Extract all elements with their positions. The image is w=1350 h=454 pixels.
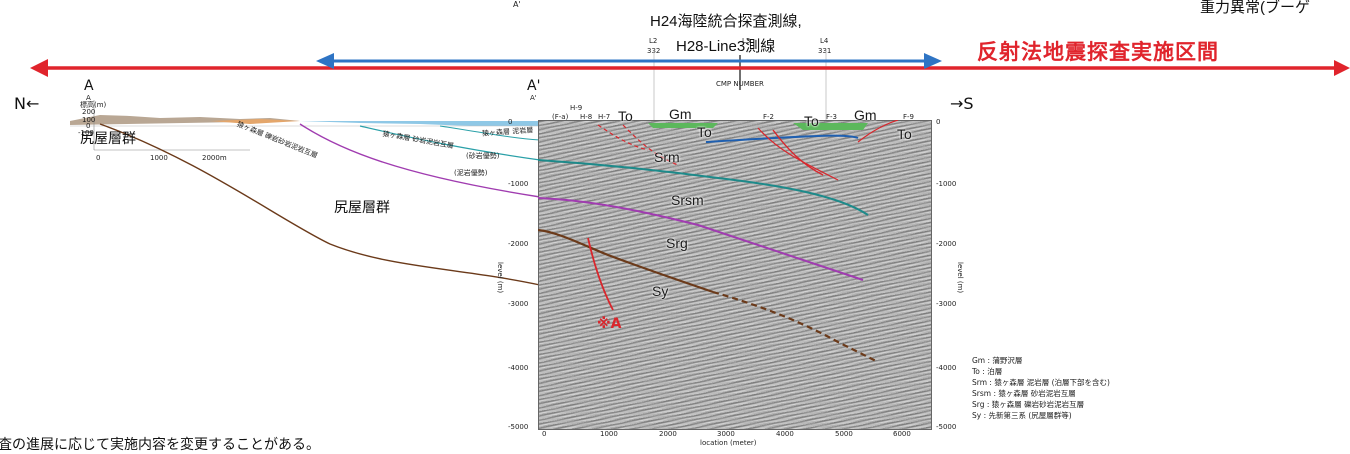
- point-a-sub: A: [86, 94, 91, 102]
- fault-tag-f3: F-3: [826, 113, 838, 121]
- layer-to-3: To: [804, 113, 819, 129]
- l3-marker: L3: [742, 37, 751, 45]
- layer-gm-1: Gm: [669, 106, 692, 122]
- footer-note: 査の進展に応じて実施内容を変更することがある。: [0, 437, 320, 453]
- note-sand-dominant: (砂岩優勢): [466, 152, 500, 160]
- x-tick-3000: 3000: [717, 430, 735, 438]
- fault-tag-h7: H-7: [598, 113, 611, 121]
- depth-tick-left-1000: -1000: [508, 180, 529, 188]
- fault-tag-h9: H-9: [570, 104, 583, 112]
- depth-axis-label-left: level (m): [496, 262, 504, 294]
- layer-to-1: To: [618, 108, 633, 124]
- shiriya-group-label-lower: 尻屋層群: [334, 200, 390, 216]
- x-tick-1000: 1000: [600, 430, 618, 438]
- cmp-number-label: CMP NUMBER: [716, 80, 764, 88]
- depth-tick-1000: -1000: [936, 180, 957, 188]
- legend: Gm : 蒲野沢層 To : 泊層 Srm : 猿ヶ森層 泥岩層 (泊層下部を含…: [972, 355, 1110, 421]
- depth-tick-3000: -3000: [936, 300, 957, 308]
- seismic-interpretation: [538, 120, 899, 363]
- south-marker: →S: [950, 94, 974, 113]
- layer-to-4: To: [897, 126, 912, 142]
- x-tick-4000: 4000: [776, 430, 794, 438]
- point-a-prime-sub: A': [530, 94, 537, 102]
- layer-srsm: Srsm: [671, 192, 704, 208]
- x-tick-0: 0: [542, 430, 547, 438]
- legend-srsm: Srsm : 猿ヶ森層 砂岩泥岩互層: [972, 389, 1076, 398]
- elev-tick-100: 100: [82, 116, 96, 124]
- shiriya-group-label-upper: 尻屋層群: [80, 131, 136, 147]
- depth-tick-left-0: 0: [508, 118, 513, 126]
- layer-to-2: To: [697, 124, 712, 140]
- fault-tag-f9: F-9: [903, 113, 915, 121]
- elevation-axis-label: 標高(m): [80, 101, 107, 109]
- note-mud-dominant: (泥岩優勢): [454, 169, 488, 177]
- layer-gm-2: Gm: [854, 107, 877, 123]
- layer-sy: Sy: [652, 283, 669, 299]
- elev-tick-minus100: -100: [78, 129, 94, 137]
- layer-srg: Srg: [666, 235, 688, 251]
- depth-tick-4000: -4000: [936, 364, 957, 372]
- layer-srm: Srm: [654, 149, 680, 165]
- legend-to: To : 泊層: [972, 367, 1003, 376]
- survey-line-title-1: H24海陸統合探査測線,: [650, 13, 802, 30]
- depth-tick-left-2000: -2000: [508, 240, 529, 248]
- l4-marker: L4: [820, 37, 829, 45]
- depth-tick-5000: -5000: [936, 423, 957, 431]
- scale-1000: 1000: [150, 154, 168, 162]
- scale-0: 0: [96, 154, 101, 162]
- x-axis-label: location (meter): [700, 439, 757, 447]
- fault-tag-fa: (F-a): [552, 113, 569, 121]
- x-tick-2000: 2000: [659, 430, 677, 438]
- l2-marker: L2: [649, 37, 658, 45]
- fault-tag-h8: H-8: [580, 113, 593, 121]
- legend-gm: Gm : 蒲野沢層: [972, 356, 1023, 365]
- fault-a-label: ※A: [597, 316, 622, 332]
- legend-srm: Srm : 猿ヶ森層 泥岩層 (泊層下部を含む): [972, 378, 1110, 387]
- depth-tick-left-5000: -5000: [508, 423, 529, 431]
- x-tick-5000: 5000: [835, 430, 853, 438]
- depth-tick-2000: -2000: [936, 240, 957, 248]
- scale-2000: 2000m: [202, 154, 227, 162]
- l4-number: 331: [818, 47, 832, 55]
- depth-axis-label-right: level (m): [956, 262, 964, 294]
- legend-srg: Srg : 猿ヶ森層 礫岩砂岩泥岩互層: [972, 400, 1085, 409]
- seismic-section: [538, 120, 932, 430]
- fault-tag-f2: F-2: [763, 113, 775, 121]
- depth-tick-left-4000: -4000: [508, 364, 529, 372]
- gravity-anomaly-label: 重力異常(ブーゲ: [1200, 0, 1310, 16]
- survey-line-title-2: H28-Line3測線: [676, 38, 776, 55]
- depth-tick-0: 0: [936, 118, 941, 126]
- depth-tick-left-3000: -3000: [508, 300, 529, 308]
- north-marker: N←: [14, 94, 40, 113]
- legend-sy: Sy : 先新第三系 (尻屋層群等): [972, 411, 1072, 420]
- top-a-prime-mark: A': [513, 0, 521, 9]
- reflection-section-label: 反射法地震探査実施区間: [977, 40, 1219, 64]
- elev-tick-0: 0: [86, 122, 91, 130]
- elev-tick-200: 200: [82, 108, 96, 116]
- point-a-prime: A': [527, 78, 541, 94]
- x-tick-6000: 6000: [893, 430, 911, 438]
- point-a: A: [84, 78, 94, 94]
